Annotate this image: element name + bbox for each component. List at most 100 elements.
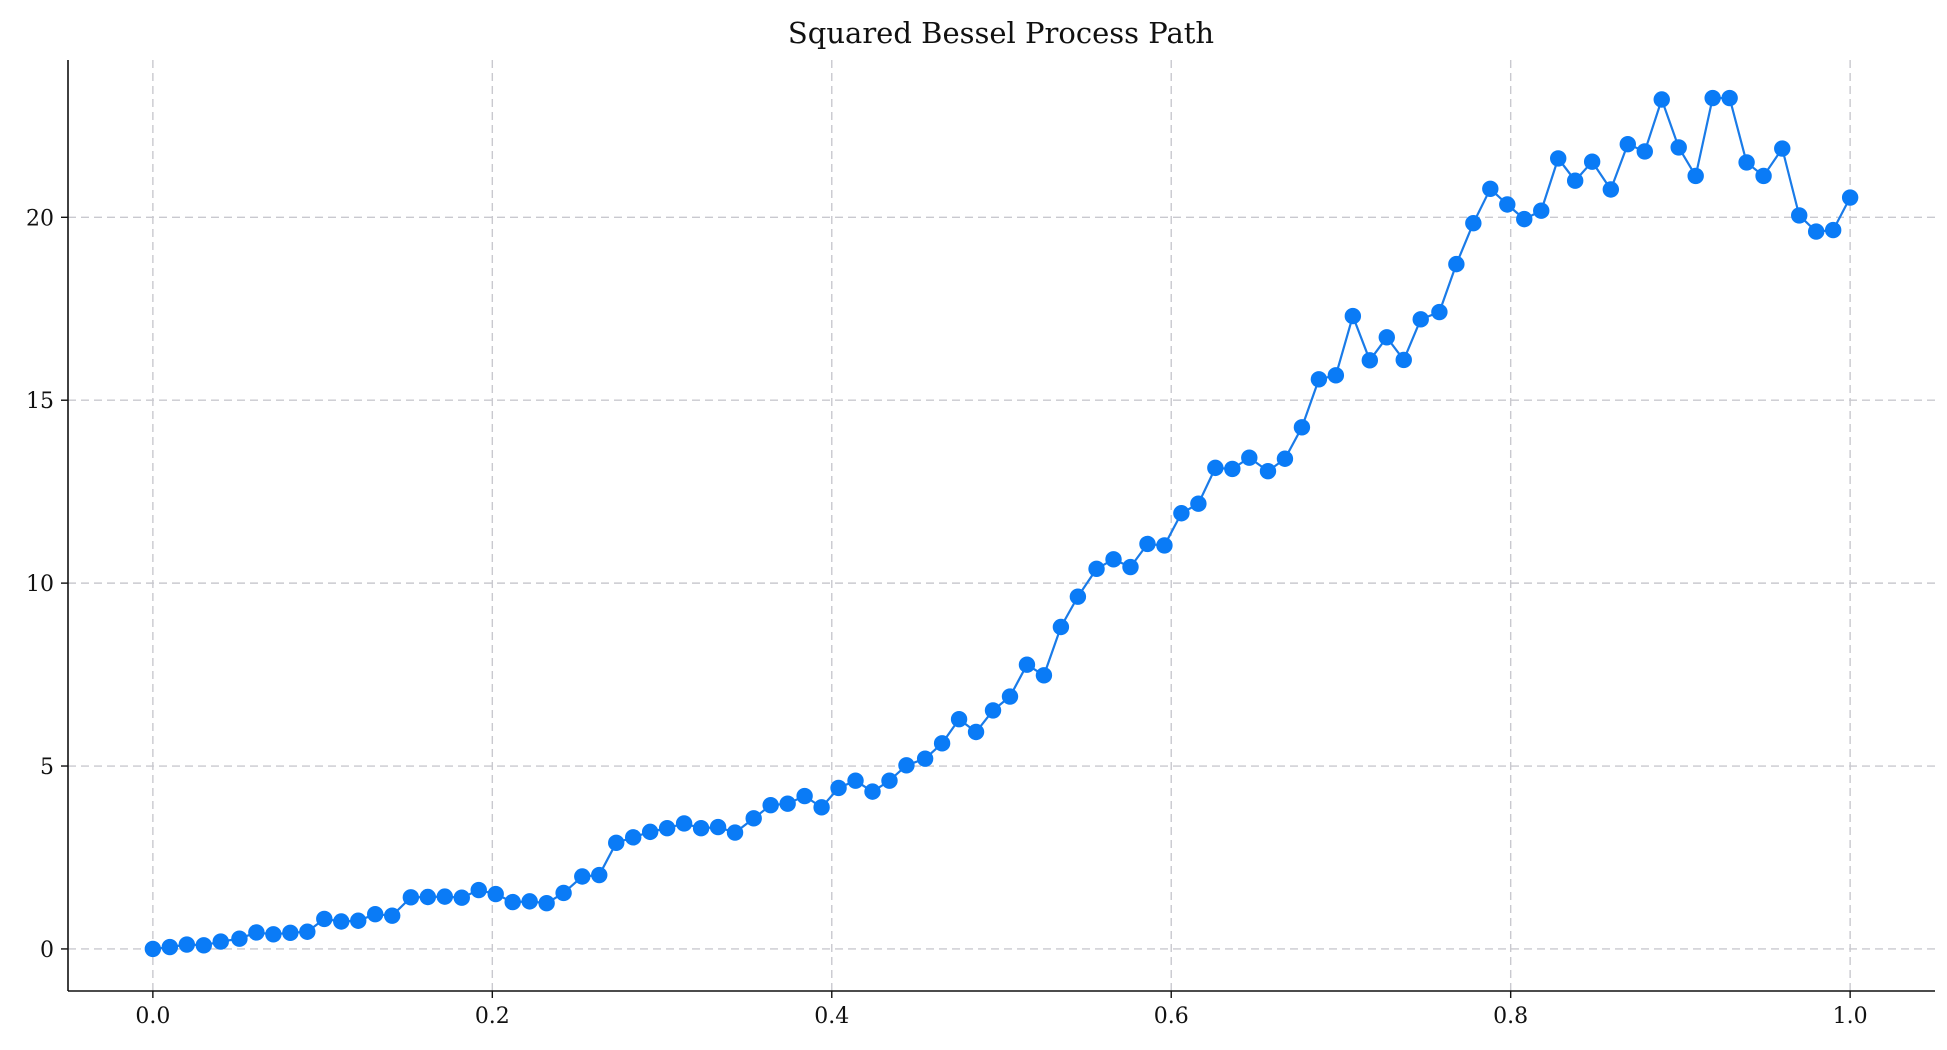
data-point: [1841, 189, 1859, 206]
x-tick-label: 0.4: [814, 1004, 849, 1029]
data-point: [1583, 153, 1601, 170]
data-point: [1310, 371, 1328, 388]
data-point: [1566, 172, 1584, 189]
data-point: [1241, 449, 1258, 466]
data-point: [779, 795, 796, 812]
data-point: [1035, 667, 1053, 684]
data-point: [1636, 143, 1653, 160]
data-point: [1395, 351, 1412, 369]
data-point: [591, 866, 608, 884]
y-tick-label: 5: [40, 755, 54, 780]
data-point: [1755, 167, 1772, 185]
data-point: [1516, 210, 1533, 228]
data-point: [881, 772, 898, 789]
y-tick-label: 0: [40, 938, 54, 963]
data-point: [1791, 207, 1808, 224]
data-point: [419, 888, 437, 906]
data-point: [1721, 89, 1738, 107]
data-point: [709, 818, 727, 836]
x-tick-label: 0.0: [135, 1004, 170, 1029]
data-point: [316, 910, 333, 928]
data-point: [898, 757, 915, 774]
chart-title: Squared Bessel Process Path: [788, 16, 1214, 50]
data-point: [608, 834, 625, 852]
grid: [68, 60, 1935, 991]
data-point: [282, 924, 299, 942]
data-point: [1602, 181, 1620, 198]
axes: [67, 60, 1935, 992]
data-point: [383, 907, 401, 924]
data-point: [248, 924, 265, 941]
data-point: [1122, 558, 1139, 576]
data-point: [1704, 89, 1721, 107]
data-point: [864, 783, 881, 800]
data-point: [212, 933, 229, 950]
data-point: [1156, 537, 1173, 554]
data-point: [1173, 505, 1190, 522]
data-point: [1653, 91, 1670, 108]
data-point: [1088, 560, 1105, 578]
data-point: [574, 868, 591, 885]
data-point: [1533, 202, 1550, 219]
data-point: [1550, 150, 1567, 167]
data-point: [1190, 495, 1207, 512]
data-point: [1139, 535, 1156, 553]
data-point: [436, 888, 453, 905]
y-tick-label: 10: [26, 572, 54, 597]
data-point: [933, 735, 951, 752]
data-point: [1619, 135, 1636, 153]
data-point: [1431, 303, 1448, 321]
data-point: [950, 711, 968, 728]
data-point: [453, 889, 470, 906]
data-point: [1465, 214, 1482, 232]
y-tick-label: 20: [26, 206, 54, 231]
data-point: [830, 779, 847, 797]
data-point: [1412, 311, 1429, 328]
data-point: [1482, 180, 1499, 197]
data-point: [1824, 221, 1842, 239]
series-line: [152, 96, 1852, 951]
data-point: [984, 702, 1002, 719]
data-point: [916, 750, 934, 767]
data-point: [504, 893, 521, 911]
data-point: [1670, 139, 1687, 156]
data-point: [1738, 154, 1755, 171]
data-point: [555, 884, 572, 902]
data-point: [487, 885, 504, 903]
data-point: [538, 895, 555, 912]
data-point: [178, 936, 196, 953]
x-tick-label: 0.6: [1154, 1004, 1189, 1029]
data-point: [521, 893, 538, 910]
data-point: [1448, 255, 1465, 273]
data-point: [402, 889, 420, 906]
data-point: [1774, 140, 1791, 157]
data-point: [726, 824, 744, 841]
series-layer: [144, 89, 1859, 958]
data-point: [1499, 196, 1516, 213]
data-point: [675, 815, 693, 832]
data-point: [692, 820, 710, 837]
data-point: [641, 823, 659, 841]
data-point: [1259, 462, 1277, 480]
data-point: [1293, 419, 1311, 436]
data-point: [1001, 688, 1019, 705]
data-point: [745, 810, 762, 827]
data-point: [1207, 459, 1224, 477]
data-point: [350, 912, 367, 929]
data-point: [813, 799, 830, 816]
data-point: [1807, 223, 1825, 240]
data-point: [195, 937, 212, 954]
x-tick-label: 0.2: [475, 1004, 510, 1029]
data-point: [1344, 307, 1362, 325]
ticks: 0.0 0.2 0.4 0.6 0.8 1.0 0 5 10 15 20: [26, 206, 1868, 1029]
data-point: [367, 905, 384, 923]
data-point: [144, 940, 162, 958]
y-tick-label: 15: [26, 389, 54, 414]
data-point: [1378, 329, 1395, 346]
data-point: [796, 787, 813, 805]
data-point: [231, 930, 248, 947]
x-tick-label: 0.8: [1493, 1004, 1528, 1029]
data-point: [658, 820, 676, 837]
data-point: [470, 881, 487, 899]
